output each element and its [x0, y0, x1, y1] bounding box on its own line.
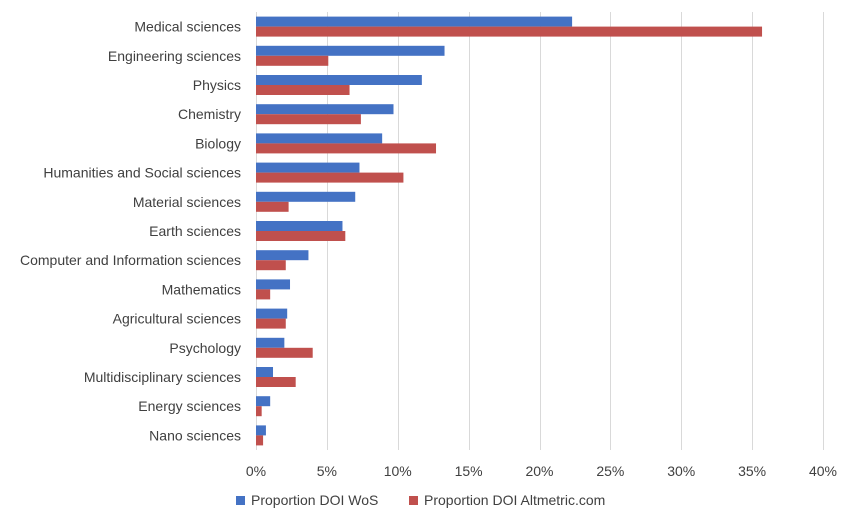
- bar-series1-0: [256, 16, 573, 27]
- legend: Proportion DOI WoS Proportion DOI Altmetr…: [236, 492, 605, 508]
- x-tick-label: 30%: [667, 463, 695, 479]
- category-label: Humanities and Social sciences: [43, 165, 241, 181]
- bar-series1-6: [256, 191, 356, 202]
- category-label: Physics: [193, 77, 241, 93]
- category-label: Medical sciences: [134, 19, 241, 35]
- bar-series2-9: [256, 289, 271, 300]
- legend-label-1: Proportion DOI WoS: [251, 492, 378, 508]
- category-labels: Medical sciences Engineering sciences Phys…: [20, 19, 241, 444]
- x-tick-label: 40%: [809, 463, 837, 479]
- bar-series2-12: [256, 377, 296, 387]
- bar-series2-7: [256, 231, 346, 241]
- category-label: Nano sciences: [149, 427, 241, 443]
- x-tick-label: 20%: [525, 463, 553, 479]
- bar-series1-12: [256, 367, 274, 377]
- bar-series2-5: [256, 172, 404, 183]
- category-label: Engineering sciences: [108, 48, 241, 64]
- x-axis-tick-labels: 0% 5% 10% 15% 20% 25% 30% 35% 40%: [246, 463, 837, 479]
- bar-series1-1: [256, 45, 445, 56]
- category-label: Biology: [195, 135, 241, 151]
- category-label: Energy sciences: [138, 398, 241, 414]
- bar-series1-7: [256, 221, 343, 231]
- legend-swatch-2: [409, 496, 418, 505]
- bar-series2-11: [256, 347, 313, 358]
- bar-series1-14: [256, 425, 266, 436]
- bar-series2-3: [256, 114, 361, 125]
- x-tick-label: 0%: [246, 463, 266, 479]
- x-tick-label: 35%: [738, 463, 766, 479]
- legend-label-2: Proportion DOI Altmetric.com: [424, 492, 605, 508]
- category-label: Chemistry: [178, 106, 241, 122]
- category-label: Earth sciences: [149, 223, 241, 239]
- bars: [256, 16, 763, 446]
- bar-series1-4: [256, 133, 383, 144]
- category-label: Psychology: [169, 340, 241, 356]
- x-tick-label: 5%: [317, 463, 337, 479]
- bar-series2-13: [256, 406, 262, 417]
- category-label: Multidisciplinary sciences: [84, 369, 241, 385]
- bar-series2-14: [256, 435, 264, 446]
- bar-series2-8: [256, 260, 286, 271]
- bar-series2-1: [256, 55, 329, 66]
- bar-series2-2: [256, 85, 350, 95]
- category-label: Computer and Information sciences: [20, 252, 241, 268]
- bar-series1-3: [256, 104, 394, 115]
- x-tick-label: 25%: [596, 463, 624, 479]
- bar-series1-10: [256, 308, 288, 319]
- bar-series1-13: [256, 396, 271, 407]
- bar-series1-2: [256, 75, 422, 85]
- bar-series2-0: [256, 26, 763, 37]
- bar-series1-11: [256, 337, 285, 348]
- category-label: Mathematics: [162, 281, 241, 297]
- x-tick-label: 10%: [384, 463, 412, 479]
- bar-series2-10: [256, 318, 286, 329]
- bar-series1-9: [256, 279, 291, 290]
- category-label: Agricultural sciences: [113, 311, 241, 327]
- bar-series1-5: [256, 162, 360, 173]
- x-tick-label: 15%: [455, 463, 483, 479]
- bar-series1-8: [256, 250, 309, 261]
- legend-swatch-1: [236, 496, 245, 505]
- bar-series2-4: [256, 143, 437, 154]
- bar-series2-6: [256, 201, 289, 212]
- category-label: Material sciences: [133, 194, 241, 210]
